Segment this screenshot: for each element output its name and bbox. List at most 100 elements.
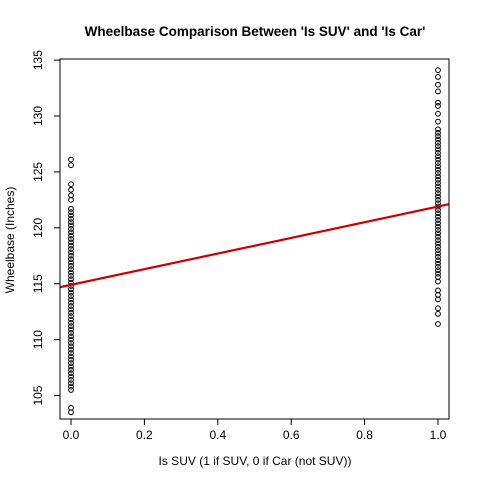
data-point-suv [435, 166, 441, 173]
data-point-suv [435, 243, 441, 250]
data-point-suv [435, 305, 441, 312]
data-point-suv [435, 110, 441, 117]
y-tick-label: 125 [31, 162, 45, 182]
data-point-car [68, 373, 74, 380]
data-point-suv [435, 250, 441, 257]
data-point-car [68, 276, 74, 283]
data-point-suv [435, 217, 441, 223]
x-tick-label: 0.0 [63, 428, 80, 442]
data-point-suv [435, 257, 441, 264]
data-point-car [68, 272, 74, 279]
data-point-suv [435, 146, 441, 153]
data-point-suv [435, 126, 441, 133]
data-point-car [68, 316, 74, 323]
x-tick-label: 0.6 [283, 428, 300, 442]
data-point-car [68, 296, 74, 303]
data-point-car [68, 192, 74, 199]
data-point-suv [435, 118, 441, 125]
data-point-car [68, 236, 74, 242]
data-point-car [68, 209, 74, 216]
data-point-car [68, 242, 74, 249]
data-point-suv [435, 274, 441, 280]
x-tick-label: 0.8 [356, 428, 373, 442]
data-point-car [68, 249, 74, 256]
data-point-suv [435, 321, 441, 327]
data-point-car [68, 229, 74, 236]
data-point-car [68, 313, 74, 320]
data-point-car [68, 387, 74, 393]
data-point-car [68, 222, 74, 229]
data-point-suv [435, 260, 441, 267]
x-tick-label: 0.2 [136, 428, 153, 442]
data-point-car [68, 343, 74, 350]
data-point-suv [435, 183, 441, 190]
data-point-suv [435, 143, 441, 150]
data-point-car [68, 186, 74, 193]
data-point-suv [435, 311, 441, 317]
data-point-suv [435, 99, 441, 106]
data-point-suv [435, 180, 441, 186]
data-point-suv [435, 213, 441, 220]
y-tick-label: 115 [31, 274, 45, 293]
y-axis: 105 110 115 120 125 130 135 [31, 50, 60, 406]
data-point-suv [435, 163, 441, 170]
data-point-suv [435, 103, 441, 109]
data-point-car [68, 353, 74, 360]
data-point-car [68, 346, 74, 353]
data-point-suv [435, 196, 441, 203]
data-point-suv [435, 267, 441, 274]
data-point-car [68, 330, 74, 336]
data-point-car [68, 363, 74, 370]
data-point-suv [435, 81, 441, 88]
data-point-suv [435, 233, 441, 240]
data-point-suv [435, 129, 441, 136]
data-point-car [68, 212, 74, 219]
data-point-car [68, 262, 74, 269]
data-point-car [68, 366, 74, 373]
data-point-suv [435, 67, 441, 74]
data-point-car [68, 256, 74, 263]
data-point-suv [435, 287, 441, 294]
data-point-car [68, 226, 74, 232]
data-point-car [68, 215, 74, 222]
chart-title: Wheelbase Comparison Between 'Is SUV' an… [85, 24, 426, 39]
data-point-car [68, 326, 74, 333]
data-point-car [68, 266, 74, 273]
data-point-car [68, 319, 74, 326]
data-point-suv [435, 176, 441, 183]
data-point-suv [435, 150, 441, 156]
regression-line [59, 203, 450, 289]
data-point-car [68, 306, 74, 313]
data-point-car [68, 309, 74, 316]
data-point-car [68, 205, 74, 212]
y-tick-label: 130 [31, 106, 45, 126]
x-tick-label: 1.0 [430, 428, 447, 442]
data-point-car [68, 259, 74, 266]
y-axis-label: Wheelbase (Inches) [3, 187, 17, 294]
data-point-car [68, 340, 74, 346]
data-point-car [68, 350, 74, 356]
data-point-suv [435, 220, 441, 227]
data-point-car [68, 336, 74, 343]
data-point-car [68, 299, 74, 306]
data-point-suv [435, 156, 441, 163]
data-point-car [68, 219, 74, 226]
data-point-car [68, 293, 74, 299]
data-point-car [68, 239, 74, 246]
data-point-car [68, 323, 74, 330]
data-point-suv [435, 230, 441, 237]
data-point-suv [435, 223, 441, 230]
data-point-suv [435, 193, 441, 200]
data-point-car [68, 380, 74, 387]
y-tick-label: 110 [31, 330, 45, 349]
data-point-suv [435, 136, 441, 143]
data-point-suv [435, 253, 441, 260]
data-point-car [68, 156, 74, 163]
data-point-car [68, 404, 74, 411]
data-point-suv [435, 237, 441, 244]
data-point-car [68, 181, 74, 188]
x-tick-label: 0.4 [209, 428, 226, 442]
y-tick-label: 105 [31, 385, 45, 405]
data-point-car [68, 376, 74, 383]
